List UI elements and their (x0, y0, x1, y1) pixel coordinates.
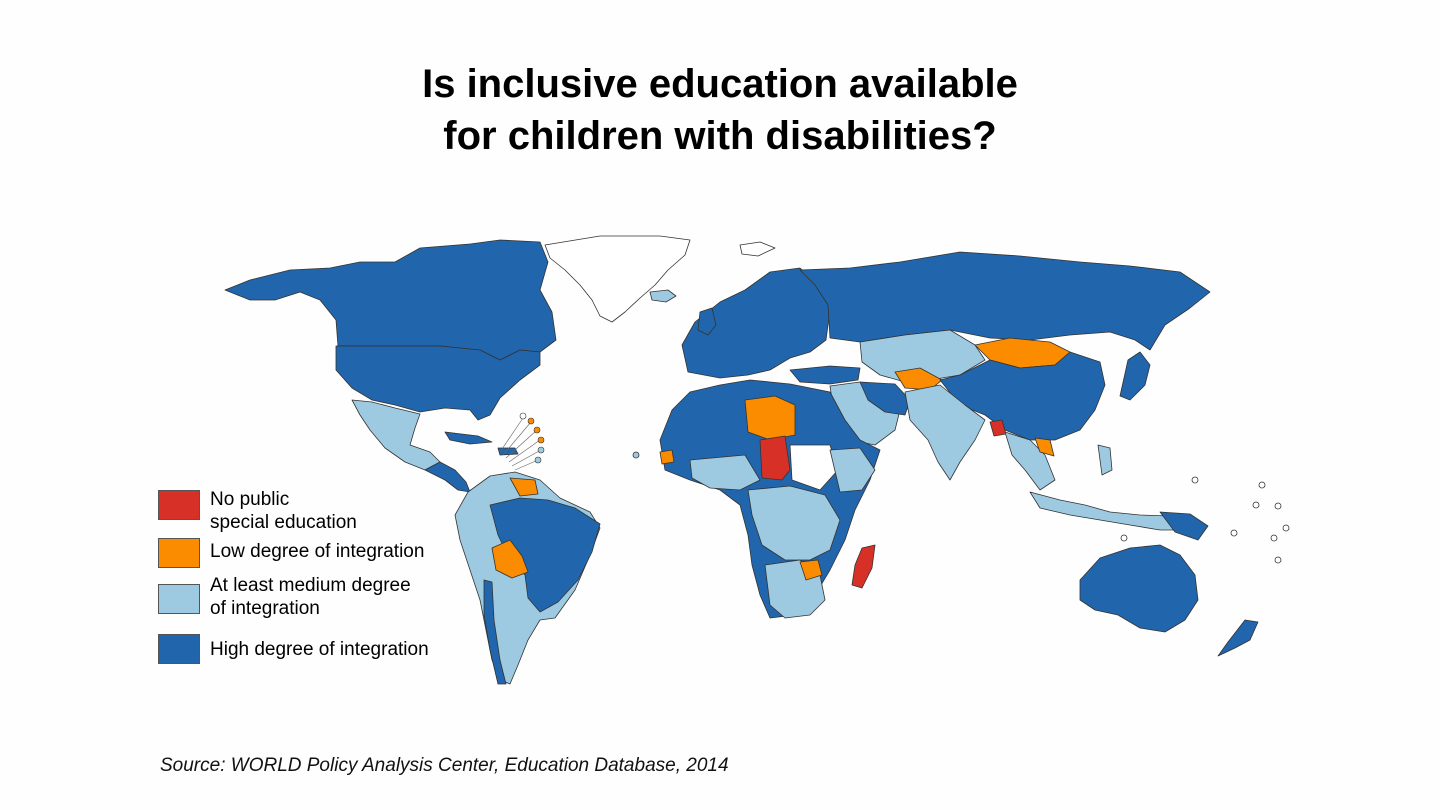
region-chad (759, 435, 791, 481)
region-united-kingdom (697, 307, 717, 336)
pacific-island-markers (632, 451, 1290, 564)
legend-label-high: High degree of integration (210, 639, 429, 660)
region-zimbabwe (799, 559, 823, 581)
region-laos (1034, 437, 1055, 457)
region-central-asia-low (894, 367, 943, 391)
region-west-africa (689, 454, 761, 491)
region-central-america (424, 461, 471, 493)
region-australia (1079, 544, 1199, 633)
region-madagascar (851, 544, 876, 589)
legend-label-low: Low degree of integration (210, 541, 425, 562)
legend-label-medium: At least medium degree of integration (210, 575, 411, 619)
region-new-zealand (1217, 619, 1259, 657)
source-note: Source: WORLD Policy Analysis Center, Ed… (160, 755, 729, 776)
page-title: Is inclusive education available for chi… (0, 58, 1440, 162)
legend-swatch-low (158, 538, 200, 568)
region-turkey (789, 365, 861, 385)
region-papua (1159, 511, 1209, 541)
region-north-america-north (224, 239, 557, 361)
caribbean-callouts (499, 412, 545, 471)
region-greenland (544, 235, 691, 323)
region-caribbean (444, 431, 519, 456)
region-svalbard (739, 241, 776, 257)
region-philippines (1097, 444, 1113, 476)
region-russia (799, 251, 1211, 351)
region-japan (1119, 351, 1151, 401)
region-sudan (789, 444, 839, 491)
region-central-africa (747, 485, 841, 561)
legend-swatch-no-public (158, 490, 200, 520)
region-east-africa (829, 447, 876, 493)
region-chile (483, 579, 507, 685)
legend-swatch-high (158, 634, 200, 664)
region-united-states (335, 345, 541, 421)
region-venezuela (509, 477, 539, 497)
region-india (904, 384, 986, 481)
region-mexico (351, 399, 441, 471)
legend-label-no-public: No public special education (210, 489, 357, 533)
region-bolivia (491, 539, 529, 579)
region-iran (859, 381, 911, 416)
region-iceland (649, 289, 677, 303)
map-legend: No public special education Low degree o… (158, 478, 478, 668)
region-southeast-asia (1004, 431, 1056, 491)
region-libya (744, 395, 796, 441)
title-line-2: for children with disabilities? (443, 114, 997, 158)
region-senegal (659, 449, 675, 465)
legend-swatch-medium (158, 584, 200, 614)
title-line-1: Is inclusive education available (422, 62, 1018, 106)
